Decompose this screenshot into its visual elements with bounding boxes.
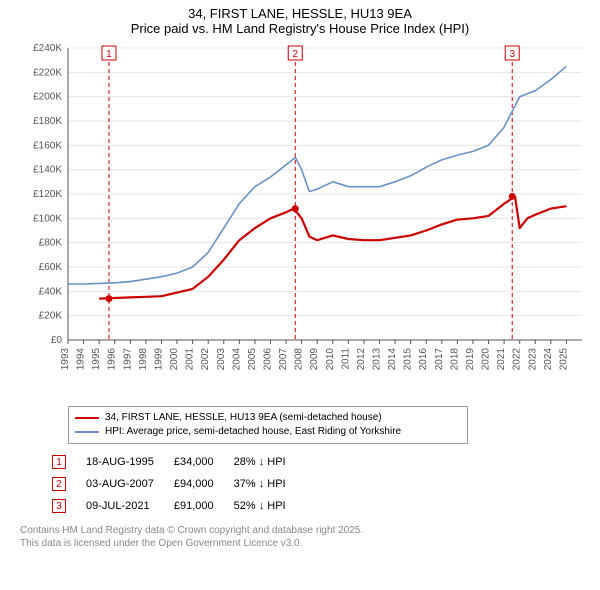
- legend-label: HPI: Average price, semi-detached house,…: [105, 425, 401, 439]
- svg-text:£20K: £20K: [39, 311, 63, 322]
- svg-text:1995: 1995: [91, 348, 102, 371]
- svg-text:2017: 2017: [434, 348, 445, 371]
- attribution-line1: Contains HM Land Registry data © Crown c…: [20, 524, 590, 537]
- svg-text:2023: 2023: [527, 348, 538, 371]
- attribution-line2: This data is licensed under the Open Gov…: [20, 537, 590, 550]
- svg-text:2024: 2024: [543, 348, 554, 371]
- marker-price: £94,000: [174, 474, 232, 494]
- marker-badge: 2: [52, 477, 66, 491]
- svg-text:£140K: £140K: [33, 165, 62, 176]
- svg-text:£0: £0: [51, 335, 63, 346]
- chart-container: 34, FIRST LANE, HESSLE, HU13 9EA Price p…: [0, 0, 600, 554]
- chart-title-line2: Price paid vs. HM Land Registry's House …: [10, 21, 590, 36]
- svg-text:2014: 2014: [387, 348, 398, 371]
- marker-delta: 28% ↓ HPI: [234, 452, 304, 472]
- marker-badge: 1: [52, 455, 66, 469]
- table-row: 2 03-AUG-2007 £94,000 37% ↓ HPI: [52, 474, 304, 494]
- svg-text:1993: 1993: [60, 348, 71, 371]
- svg-text:2005: 2005: [247, 348, 258, 371]
- chart-title-line1: 34, FIRST LANE, HESSLE, HU13 9EA: [10, 6, 590, 21]
- chart-svg: £0 £20K £40K £60K £80K £100K £120K £140K £160K £1…: [10, 40, 590, 400]
- svg-text:2021: 2021: [496, 348, 507, 371]
- svg-text:1996: 1996: [107, 348, 118, 371]
- svg-text:2019: 2019: [465, 348, 476, 371]
- svg-text:2022: 2022: [512, 348, 523, 371]
- svg-text:2008: 2008: [294, 348, 305, 371]
- svg-text:£180K: £180K: [33, 116, 62, 127]
- svg-text:2009: 2009: [309, 348, 320, 371]
- marker-delta: 52% ↓ HPI: [234, 496, 304, 516]
- svg-text:£80K: £80K: [39, 238, 63, 249]
- svg-text:2006: 2006: [262, 348, 273, 371]
- svg-text:2011: 2011: [340, 348, 351, 370]
- svg-text:£100K: £100K: [33, 213, 62, 224]
- svg-text:2020: 2020: [481, 348, 492, 371]
- svg-text:£200K: £200K: [33, 92, 62, 103]
- svg-text:2018: 2018: [449, 348, 460, 371]
- svg-text:2025: 2025: [558, 348, 569, 371]
- table-row: 1 18-AUG-1995 £34,000 28% ↓ HPI: [52, 452, 304, 472]
- marker-date: 09-JUL-2021: [86, 496, 172, 516]
- attribution-text: Contains HM Land Registry data © Crown c…: [20, 524, 590, 550]
- svg-text:£60K: £60K: [39, 262, 63, 273]
- legend-label: 34, FIRST LANE, HESSLE, HU13 9EA (semi-d…: [105, 411, 382, 425]
- svg-text:2000: 2000: [169, 348, 180, 371]
- table-row: 3 09-JUL-2021 £91,000 52% ↓ HPI: [52, 496, 304, 516]
- svg-text:1997: 1997: [122, 348, 133, 371]
- svg-text:2016: 2016: [418, 348, 429, 371]
- svg-text:3: 3: [509, 49, 515, 60]
- svg-text:£160K: £160K: [33, 140, 62, 151]
- svg-text:£220K: £220K: [33, 67, 62, 78]
- svg-text:£40K: £40K: [39, 286, 63, 297]
- svg-text:2015: 2015: [403, 348, 414, 371]
- svg-text:1994: 1994: [76, 348, 87, 371]
- legend-item: HPI: Average price, semi-detached house,…: [75, 425, 461, 439]
- svg-text:£120K: £120K: [33, 189, 62, 200]
- markers-table: 1 18-AUG-1995 £34,000 28% ↓ HPI 2 03-AUG…: [50, 450, 306, 518]
- svg-text:1998: 1998: [138, 348, 149, 371]
- svg-text:2012: 2012: [356, 348, 367, 371]
- svg-text:£240K: £240K: [33, 43, 62, 54]
- svg-text:1999: 1999: [153, 348, 164, 371]
- chart-plot-area: £0 £20K £40K £60K £80K £100K £120K £140K £160K £1…: [10, 40, 590, 400]
- marker-date: 18-AUG-1995: [86, 452, 172, 472]
- svg-text:2007: 2007: [278, 348, 289, 371]
- svg-text:2013: 2013: [372, 348, 383, 371]
- marker-date: 03-AUG-2007: [86, 474, 172, 494]
- svg-text:2002: 2002: [200, 348, 211, 371]
- marker-delta: 37% ↓ HPI: [234, 474, 304, 494]
- marker-price: £34,000: [174, 452, 232, 472]
- svg-text:2: 2: [292, 49, 298, 60]
- svg-text:1: 1: [106, 49, 112, 60]
- marker-price: £91,000: [174, 496, 232, 516]
- legend-item: 34, FIRST LANE, HESSLE, HU13 9EA (semi-d…: [75, 411, 461, 425]
- svg-text:2004: 2004: [231, 348, 242, 371]
- svg-text:2010: 2010: [325, 348, 336, 371]
- legend-swatch: [75, 431, 99, 433]
- legend-swatch: [75, 417, 99, 419]
- marker-badge: 3: [52, 499, 66, 513]
- svg-text:2001: 2001: [185, 348, 196, 371]
- chart-legend: 34, FIRST LANE, HESSLE, HU13 9EA (semi-d…: [68, 406, 468, 444]
- svg-text:2003: 2003: [216, 348, 227, 371]
